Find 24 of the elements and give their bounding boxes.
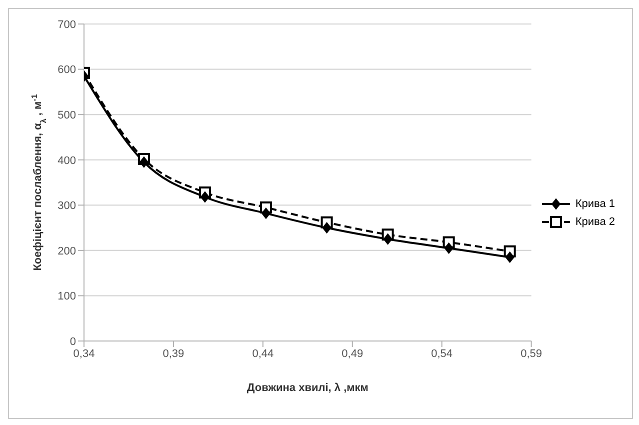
y-tick-label: 300 bbox=[58, 200, 76, 212]
y-tick-label: 600 bbox=[58, 64, 76, 76]
x-tick-label: 0,54 bbox=[431, 348, 453, 360]
legend-label: Крива 2 bbox=[575, 216, 615, 228]
point bbox=[322, 222, 332, 234]
point bbox=[139, 156, 148, 168]
point bbox=[383, 234, 392, 245]
point bbox=[444, 242, 454, 254]
y-tick-label: 200 bbox=[58, 245, 76, 258]
x-tick-label: 0,39 bbox=[162, 348, 184, 360]
x-tick-label: 0,59 bbox=[520, 348, 542, 360]
point bbox=[261, 208, 270, 219]
point bbox=[505, 252, 514, 263]
y-tick-label: 700 bbox=[58, 18, 76, 31]
x-tick-label: 0,44 bbox=[252, 348, 274, 360]
x-tick-label: 0,49 bbox=[342, 348, 364, 360]
x-tick-label: 0,34 bbox=[73, 348, 95, 360]
y-tick-label: 400 bbox=[58, 154, 76, 167]
y-tick-label: 0 bbox=[70, 336, 76, 348]
point bbox=[200, 191, 210, 202]
legend-label: Крива 1 bbox=[575, 198, 615, 210]
x-axis-title: Довжина хвилі, λ ,мкм bbox=[246, 382, 368, 394]
y-tick-label: 500 bbox=[58, 109, 76, 122]
y-tick-label: 100 bbox=[58, 290, 76, 303]
